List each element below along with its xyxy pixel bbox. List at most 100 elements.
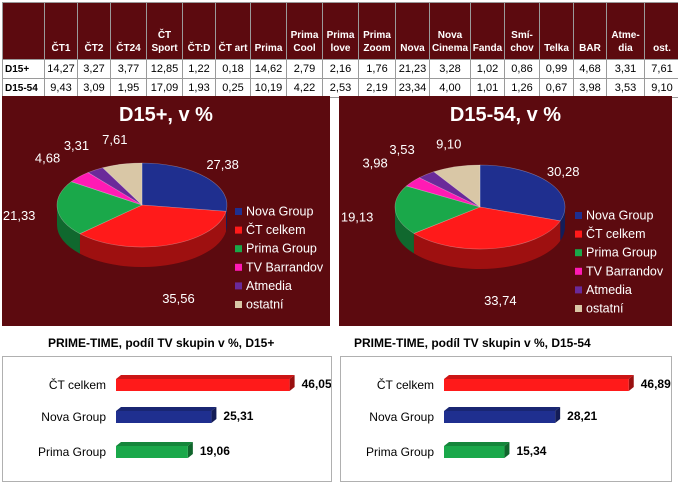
table-cell: 3,53 <box>606 78 645 98</box>
column-header: ČT24 <box>110 2 147 60</box>
bar-category-label: Nova Group <box>369 410 434 424</box>
pie-value-label: 3,98 <box>362 156 387 171</box>
header-line-2: chov <box>510 43 534 54</box>
header-line-1: ČT <box>157 30 172 41</box>
column-header: ČT1 <box>44 2 78 60</box>
bar-category-label: ČT celkem <box>49 377 106 392</box>
pie-value-label: 21,33 <box>3 208 36 223</box>
table-cell: 3,98 <box>573 78 607 98</box>
table-cell: 2,79 <box>286 59 323 79</box>
legend-label: Nova Group <box>586 209 653 223</box>
pie-slice <box>141 162 228 212</box>
column-header: Atme-dia <box>606 2 645 60</box>
bar-top <box>444 407 561 411</box>
pie-slice <box>56 181 143 235</box>
bar-top <box>116 375 295 379</box>
bar-category-label: Prima Group <box>38 445 106 459</box>
bar-side <box>555 407 561 423</box>
column-header: ČT2 <box>77 2 111 60</box>
bar <box>116 446 188 458</box>
table-cell: 4,00 <box>429 78 471 98</box>
pie-value-label: 33,74 <box>484 293 517 308</box>
legend-swatch <box>235 208 242 215</box>
legend-swatch <box>575 230 582 238</box>
header-line-1: Prima <box>290 30 319 41</box>
pie-slice <box>479 164 566 222</box>
row-label: D15+ <box>2 59 45 79</box>
pie-slice <box>433 164 481 208</box>
column-header: Prima <box>250 2 287 60</box>
header-line-1 <box>46 29 77 42</box>
header-line-1 <box>112 29 146 42</box>
bar-side <box>289 375 295 391</box>
table-cell: 17,09 <box>146 78 183 98</box>
column-header: Nova <box>395 2 430 60</box>
bar <box>444 411 556 423</box>
table-cell: 14,27 <box>44 59 78 79</box>
header-line-1: Prima <box>326 30 355 41</box>
header-line-1: Smí- <box>511 30 533 41</box>
pie-slice-side <box>57 205 80 254</box>
bar-box-d15-54: ČT celkem 46,89 Nova Group 28,21 Prima Group… <box>340 356 672 482</box>
bar-category-label: ČT celkem <box>377 377 434 392</box>
pie-title: D15+, v % <box>119 104 213 126</box>
pie-value-label: 7,61 <box>102 132 127 147</box>
table-cell: 0,18 <box>215 59 251 79</box>
bar-top <box>444 442 510 446</box>
header-line-2: Fanda <box>472 43 503 54</box>
pie-slice-side <box>413 220 561 269</box>
header-line-1 <box>397 29 429 42</box>
legend-swatch <box>575 249 582 257</box>
header-line-1 <box>184 29 215 42</box>
bar-title-d15-54: PRIME-TIME, podíl TV skupin v %, D15-54 <box>354 336 591 350</box>
bar <box>116 411 212 423</box>
pie-value-label: 35,56 <box>162 291 195 306</box>
header-line-1 <box>575 29 606 42</box>
table-body: D15+ 14,27 3,27 3,77 12,85 1,22 0,18 14,62 2,79 2… <box>2 59 678 98</box>
bar-chart-d15plus: ČT celkem 46,05 Nova Group 25,31 Prima Group… <box>38 375 332 459</box>
pie-value-label: 30,28 <box>547 164 580 179</box>
bar-value-label: 28,21 <box>567 409 597 423</box>
bar-value-label: 15,34 <box>516 444 546 458</box>
pie-value-label: 9,10 <box>436 137 461 152</box>
pie-value-label: 3,31 <box>64 138 89 153</box>
legend-swatch <box>235 263 242 271</box>
header-line-1: Prima <box>363 30 391 41</box>
bar-title-d15plus: PRIME-TIME, podíl TV skupin v %, D15+ <box>48 336 275 350</box>
header-line-1 <box>541 29 573 42</box>
column-header: Prima Zoom <box>358 2 396 60</box>
pie-slice <box>405 177 481 208</box>
row-label: D15-54 <box>2 78 45 98</box>
table-cell: 9,43 <box>44 78 78 98</box>
header-line-2: dia <box>618 43 633 54</box>
header-line-2: Sport <box>151 43 178 54</box>
pie-slice <box>87 167 143 206</box>
header-line-2: Cool <box>293 43 316 54</box>
bar-side <box>211 407 217 423</box>
column-header: BAR <box>573 2 607 60</box>
table-cell: 3,27 <box>77 59 111 79</box>
table-cell: 3,09 <box>77 78 111 98</box>
legend-label: TV Barrandov <box>246 260 324 274</box>
bar-box-d15plus: ČT celkem 46,05 Nova Group 25,31 Prima Group… <box>2 356 332 482</box>
legend-swatch <box>575 305 582 312</box>
table-cell: 3,31 <box>606 59 645 79</box>
header-line-2: Cinema <box>431 43 469 54</box>
header-line-2: ČT1 <box>51 43 71 54</box>
column-header: ČT art <box>215 2 251 60</box>
column-header: ost. <box>644 2 678 60</box>
header-line-1 <box>4 42 44 55</box>
table-cell: 23,34 <box>395 78 430 98</box>
legend-label: Atmedia <box>586 283 632 297</box>
bar-value-label: 46,05 <box>302 377 331 391</box>
pie-slice <box>70 172 143 206</box>
column-header <box>2 2 45 60</box>
legend-swatch <box>575 286 582 294</box>
table-cell: 14,62 <box>250 59 287 79</box>
pie-slice <box>413 206 561 250</box>
table-cell: 3,77 <box>110 59 147 79</box>
header-line-2: BAR <box>579 43 601 54</box>
table-cell: 9,10 <box>644 78 678 98</box>
header-line-1 <box>252 29 286 42</box>
header-line-1 <box>472 29 504 42</box>
